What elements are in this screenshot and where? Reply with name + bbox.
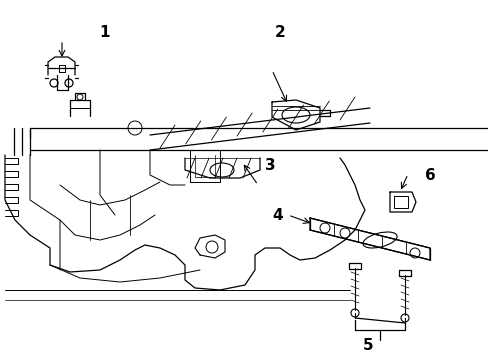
Text: 1: 1 [100, 24, 110, 40]
Text: 5: 5 [362, 338, 372, 352]
Text: 4: 4 [272, 207, 283, 222]
Text: 2: 2 [274, 24, 285, 40]
Text: 3: 3 [264, 158, 275, 172]
Text: 6: 6 [424, 167, 434, 183]
